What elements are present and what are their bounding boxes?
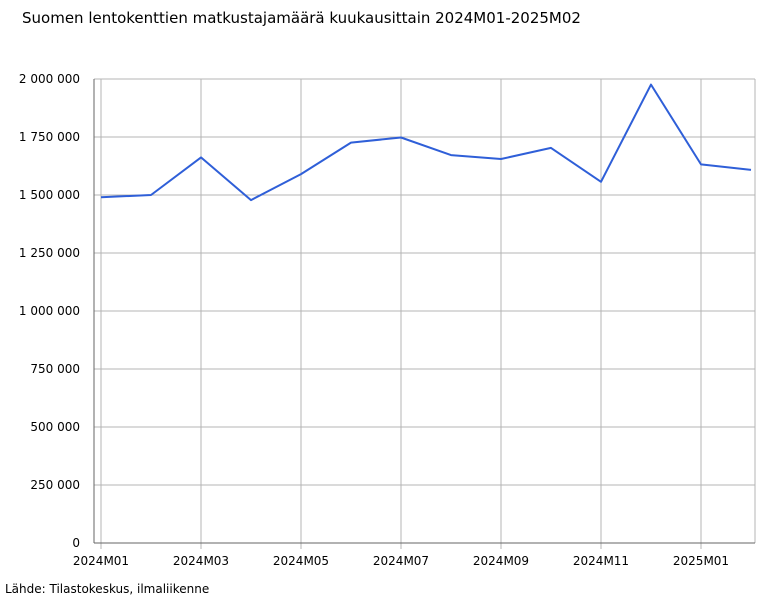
y-tick-label: 750 000 bbox=[30, 362, 80, 376]
series-group bbox=[100, 83, 752, 202]
x-tick-label: 2024M03 bbox=[173, 554, 229, 568]
x-tick-label: 2025M01 bbox=[673, 554, 729, 568]
y-tick-label: 1 000 000 bbox=[19, 304, 80, 318]
x-tick-label: 2024M11 bbox=[573, 554, 629, 568]
chart-title: Suomen lentokenttien matkustajamäärä kuu… bbox=[22, 9, 581, 27]
y-tick-label: 1 250 000 bbox=[19, 246, 80, 260]
y-tick-label: 1 750 000 bbox=[19, 130, 80, 144]
source-note: Lähde: Tilastokeskus, ilmaliikenne bbox=[5, 582, 210, 596]
y-tick-label: 1 500 000 bbox=[19, 188, 80, 202]
x-tick-label: 2024M01 bbox=[73, 554, 129, 568]
x-tick-label: 2024M07 bbox=[373, 554, 429, 568]
y-tick-label: 0 bbox=[72, 536, 80, 550]
y-tick-labels: 0 250 000 500 000 750 000 1 000 000 1 250 000… bbox=[19, 72, 80, 550]
x-tick-label: 2024M09 bbox=[473, 554, 529, 568]
y-tick-label: 500 000 bbox=[30, 420, 80, 434]
axes bbox=[93, 79, 755, 544]
y-tick-label: 2 000 000 bbox=[19, 72, 80, 86]
x-tick-labels: 2024M01 2024M03 2024M05 2024M07 2024M09 2024M… bbox=[73, 554, 729, 568]
y-gridlines bbox=[94, 78, 755, 486]
x-tick-label: 2024M05 bbox=[273, 554, 329, 568]
y-tick-label: 250 000 bbox=[30, 478, 80, 492]
series-line bbox=[100, 83, 752, 202]
x-gridlines bbox=[100, 79, 756, 549]
